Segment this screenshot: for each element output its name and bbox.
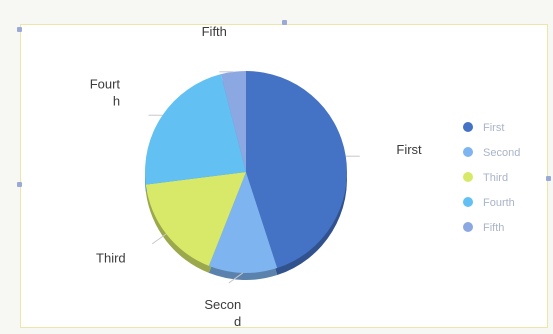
legend-label-first: First	[483, 122, 504, 134]
pie-slice-third[interactable]	[145, 172, 246, 266]
legend-marker-fourth	[463, 197, 473, 207]
legend-marker-third	[463, 172, 473, 182]
legend-label-third: Third	[483, 172, 508, 184]
resize-handle-right-middle[interactable]	[546, 176, 551, 181]
slice-label-fourth: Fourt h	[90, 77, 121, 109]
resize-handle-top-left[interactable]	[17, 27, 22, 32]
slice-label-third: Third	[96, 250, 126, 265]
legend-label-second: Second	[483, 147, 520, 159]
slice-label-first: First	[396, 142, 422, 157]
legend-marker-second	[463, 147, 473, 157]
pie-slice-first[interactable]	[246, 71, 347, 269]
legend-marker-fifth	[463, 222, 473, 232]
legend-marker-first	[463, 122, 473, 132]
resize-handle-left-middle[interactable]	[17, 182, 22, 187]
legend-label-fifth: Fifth	[483, 222, 504, 234]
leader-line-third	[151, 233, 167, 245]
slice-label-fifth: Fifth	[202, 24, 227, 39]
pie-slice-fifth[interactable]	[220, 71, 246, 172]
legend-label-fourth: Fourth	[483, 197, 515, 209]
leader-line-second	[228, 272, 244, 284]
resize-handle-top-center[interactable]	[282, 20, 287, 25]
pie-slice-second[interactable]	[208, 172, 278, 273]
pie-slice-fourth[interactable]	[145, 74, 246, 185]
slice-label-second: Secon d	[204, 297, 241, 329]
